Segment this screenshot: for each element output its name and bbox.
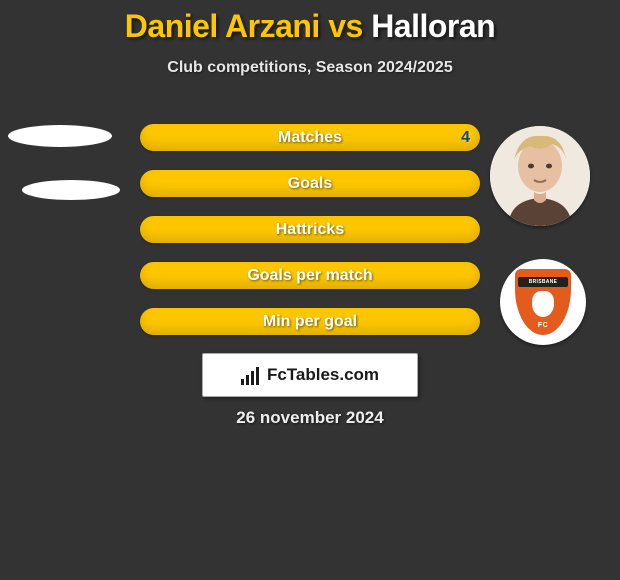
stat-row-goals-per-match: Goals per match <box>140 262 480 289</box>
title-player2: Halloran <box>371 8 495 44</box>
bar-chart-icon <box>241 365 261 385</box>
title-player1: Daniel Arzani <box>125 8 320 44</box>
stat-row-goals: Goals <box>140 170 480 197</box>
stat-label: Matches <box>278 129 342 147</box>
stat-value-right: 4 <box>461 129 470 147</box>
player1-club-placeholder <box>22 180 120 200</box>
club-banner: BRISBANE <box>518 277 568 287</box>
avatar-icon <box>490 126 590 226</box>
player2-club-badge: BRISBANE FC <box>500 259 586 345</box>
stat-label: Min per goal <box>263 313 357 331</box>
player2-photo <box>490 126 590 226</box>
title-vs: vs <box>328 8 363 44</box>
player1-photo-placeholder <box>8 125 112 147</box>
stat-row-matches: Matches 4 <box>140 124 480 151</box>
source-badge[interactable]: FcTables.com <box>202 353 418 397</box>
stat-label: Goals <box>288 175 332 193</box>
club-shield-icon: BRISBANE FC <box>515 269 571 335</box>
club-mascot-icon <box>532 291 554 317</box>
stats-list: Matches 4 Goals Hattricks Goals per matc… <box>140 124 480 335</box>
stat-row-hattricks: Hattricks <box>140 216 480 243</box>
club-fc: FC <box>538 322 548 329</box>
page-title: Daniel Arzani vs Halloran <box>0 8 620 45</box>
stat-label: Goals per match <box>247 267 372 285</box>
stat-label: Hattricks <box>276 221 344 239</box>
stat-row-min-per-goal: Min per goal <box>140 308 480 335</box>
source-brand: FcTables.com <box>267 365 379 385</box>
subtitle: Club competitions, Season 2024/2025 <box>0 59 620 77</box>
header: Daniel Arzani vs Halloran Club competiti… <box>0 0 620 77</box>
snapshot-date: 26 november 2024 <box>0 408 620 428</box>
